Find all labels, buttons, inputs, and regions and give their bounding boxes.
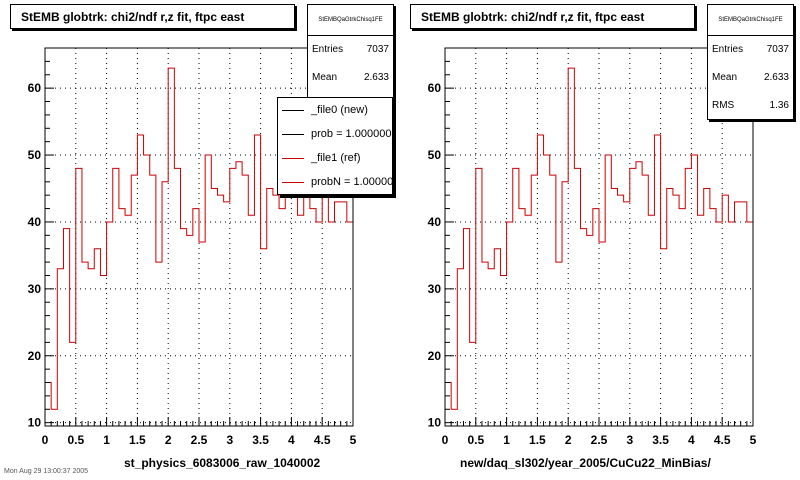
- y-tick-label: 20: [428, 349, 442, 363]
- legend: _file0 (new) prob = 1.000000 _file1 (ref…: [277, 97, 393, 195]
- stats-value: 7037: [366, 44, 389, 55]
- stats-box: StEMBQaGtrkChisq1FE Entries 7037 Mean 2.…: [707, 4, 794, 120]
- histogram-pad-left: 0 0.5 1 1.5 2 2.5 3 3.5 4 4.5 5 10 20 30 40 50 60 StEMB …: [0, 0, 400, 470]
- x-tick-label: 2.5: [191, 433, 208, 447]
- y-tick-label: 20: [28, 349, 42, 363]
- histogram-title: StEMB globtrk: chi2/ndf r,z fit, ftpc ea…: [10, 4, 295, 29]
- stats-row-mean: Mean 2.633: [308, 64, 393, 92]
- x-tick-label: 0.5: [467, 433, 484, 447]
- histogram-series: [444, 67, 754, 426]
- histogram-plot-right: 0 0.5 1 1.5 2 2.5 3 3.5 4 4.5 5 10 20 30 40 50 60: [428, 47, 757, 447]
- y-tick-label: 30: [428, 282, 442, 296]
- x-tick-label: 4.5: [314, 433, 331, 447]
- x-tick-label: 3: [226, 433, 233, 447]
- stats-row-rms: RMS 1.36: [708, 92, 793, 120]
- y-tick-label: 10: [428, 416, 442, 430]
- x-tick-label: 5: [750, 433, 757, 447]
- stats-row-entries: Entries 7037: [308, 36, 393, 64]
- histogram-plot-left: 0 0.5 1 1.5 2 2.5 3 3.5 4 4.5 5 10 20 30 40 50 60: [28, 47, 357, 447]
- x-tick-label: 3.5: [652, 433, 669, 447]
- legend-line-swatch: [282, 158, 304, 159]
- x-tick-label: 3.5: [252, 433, 269, 447]
- x-tick-label: 2: [565, 433, 572, 447]
- x-tick-label: 4: [688, 433, 695, 447]
- stats-label: Mean: [712, 72, 738, 83]
- x-tick-label: 5: [350, 433, 357, 447]
- legend-line-swatch: [282, 182, 304, 183]
- legend-entry-file0: _file0 (new): [278, 98, 392, 122]
- histogram-title: StEMB globtrk: chi2/ndf r,z fit, ftpc ea…: [410, 4, 695, 29]
- stats-value: 7037: [766, 44, 789, 55]
- x-tick-label: 0: [42, 433, 49, 447]
- footer-timestamp: Mon Aug 29 13:00:37 2005: [4, 468, 89, 475]
- stats-value: 2.633: [763, 72, 789, 83]
- legend-entry-probn: probN = 1.000000: [278, 170, 392, 194]
- stats-label: Entries: [712, 44, 744, 55]
- x-tick-label: 0: [442, 433, 449, 447]
- x-tick-label: 4: [288, 433, 295, 447]
- y-tick-label: 50: [428, 148, 442, 162]
- stats-value: 1.36: [769, 100, 789, 111]
- legend-label: _file1 (ref): [311, 152, 361, 164]
- x-tick-label: 3: [626, 433, 633, 447]
- histogram-series: [44, 67, 354, 426]
- histogram-pad-right: 0 0.5 1 1.5 2 2.5 3 3.5 4 4.5 5 10 20 30 40 50 60 StEMB …: [400, 0, 800, 470]
- y-tick-label: 40: [28, 215, 42, 229]
- y-tick-label: 50: [28, 148, 42, 162]
- x-tick-label: 2: [165, 433, 172, 447]
- legend-line-swatch: [282, 110, 304, 111]
- stats-name: StEMBQaGtrkChisq1FE: [308, 5, 393, 36]
- x-tick-label: 4.5: [714, 433, 731, 447]
- legend-label: probN = 1.000000: [311, 176, 393, 188]
- y-tick-label: 40: [428, 215, 442, 229]
- stats-value: 2.633: [363, 72, 389, 83]
- y-tick-label: 30: [28, 282, 42, 296]
- stats-row-mean: Mean 2.633: [708, 64, 793, 92]
- y-tick-label: 60: [28, 81, 42, 95]
- stats-name: StEMBQaGtrkChisq1FE: [708, 5, 793, 36]
- x-tick-label: 1: [503, 433, 510, 447]
- x-tick-label: 0.5: [67, 433, 84, 447]
- legend-label: _file0 (new): [311, 104, 368, 116]
- legend-line-swatch: [282, 134, 304, 135]
- x-axis-title: st_physics_6083006_raw_1040002: [124, 456, 321, 470]
- x-tick-label: 1.5: [529, 433, 546, 447]
- x-tick-label: 2.5: [591, 433, 608, 447]
- stats-label: Mean: [312, 72, 338, 83]
- stats-label: RMS: [712, 100, 735, 111]
- y-tick-label: 10: [28, 416, 42, 430]
- y-tick-label: 60: [428, 81, 442, 95]
- x-tick-label: 1.5: [129, 433, 146, 447]
- legend-entry-prob: prob = 1.000000: [278, 122, 392, 146]
- legend-entry-file1: _file1 (ref): [278, 146, 392, 170]
- legend-label: prob = 1.000000: [311, 128, 392, 140]
- stats-row-entries: Entries 7037: [708, 36, 793, 64]
- x-axis-title: new/daq_sl302/year_2005/CuCu22_MinBias/: [460, 456, 711, 470]
- stats-label: Entries: [312, 44, 344, 55]
- x-tick-label: 1: [103, 433, 110, 447]
